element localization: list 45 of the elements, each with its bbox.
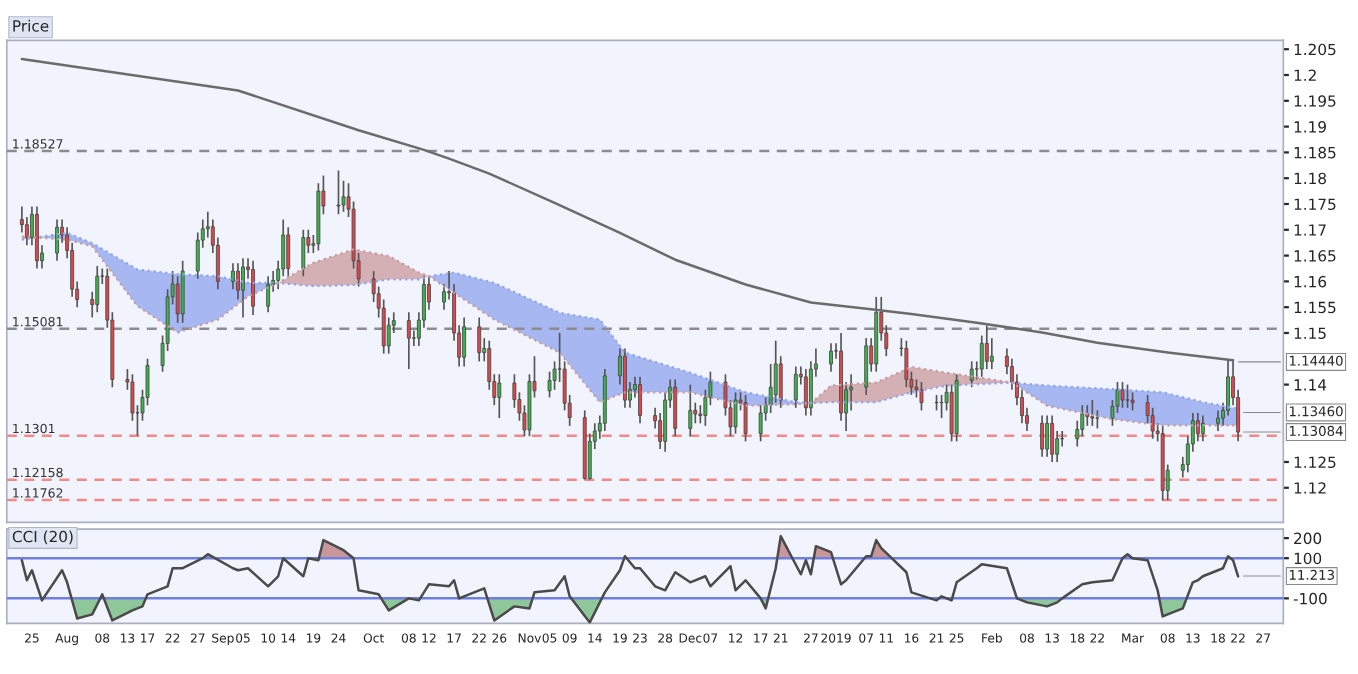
candlestick [1095, 409, 1100, 430]
candlestick [336, 169, 341, 216]
candlestick [623, 347, 627, 409]
candlestick [979, 334, 984, 378]
candlestick [673, 378, 678, 438]
candlestick [251, 259, 255, 316]
candlestick [301, 228, 306, 278]
candlestick [175, 275, 180, 324]
candlestick [733, 391, 738, 435]
candlestick [904, 339, 909, 389]
candlestick [1120, 381, 1125, 409]
candlestick [497, 373, 502, 419]
candlestick [286, 226, 291, 278]
candlestick [803, 368, 808, 417]
candlestick [949, 383, 954, 443]
candlestick [1200, 414, 1205, 443]
candlestick [864, 337, 869, 396]
candlestick [1125, 383, 1130, 409]
candlestick [35, 205, 39, 270]
candlestick [743, 394, 748, 443]
candlestick [829, 342, 833, 373]
candlestick [984, 324, 989, 370]
candlestick [1050, 414, 1055, 463]
candlestick [462, 316, 467, 368]
candlestick [758, 404, 763, 443]
candlestick [406, 311, 411, 370]
candlestick [55, 218, 59, 262]
candlestick [477, 316, 482, 363]
candlestick [919, 381, 924, 412]
candlestick [698, 404, 703, 425]
candlestick [1040, 414, 1045, 458]
candlestick [95, 265, 100, 314]
candlestick [602, 368, 607, 432]
candlestick [266, 275, 271, 314]
candlestick [969, 360, 974, 389]
candlestick [1130, 391, 1135, 412]
candlestick [638, 376, 642, 425]
candlestick [1090, 399, 1095, 427]
candlestick [241, 257, 245, 319]
candlestick [180, 259, 185, 324]
candlestick [1045, 414, 1050, 458]
candlestick [939, 394, 944, 419]
candlestick [688, 383, 693, 438]
candlestick [1216, 409, 1220, 432]
candlestick [793, 365, 798, 409]
